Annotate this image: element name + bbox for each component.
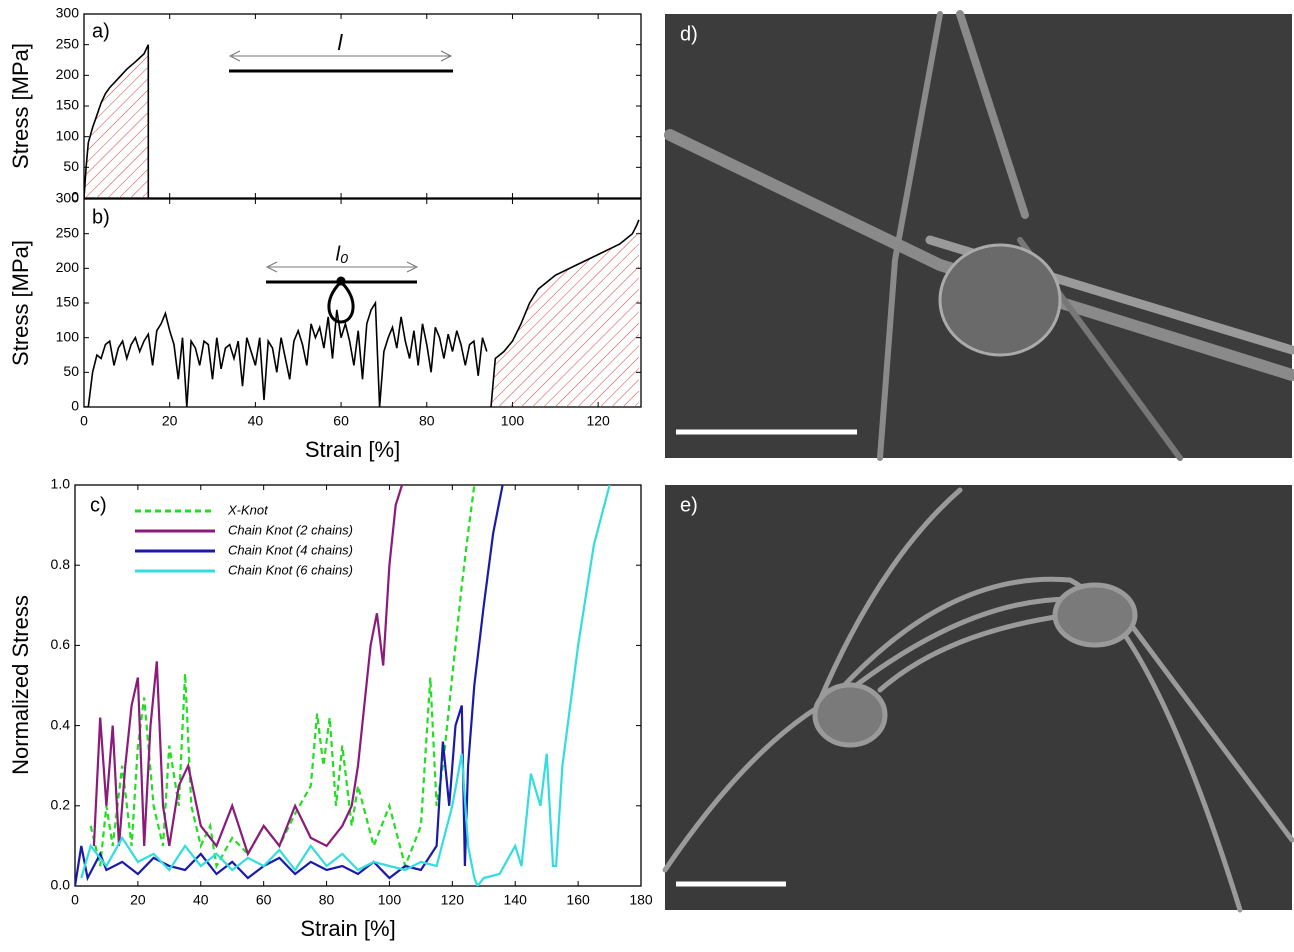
- x-tick-label: 100: [378, 892, 402, 908]
- x-axis-label: Strain [%]: [305, 437, 400, 462]
- y-tick-label: 200: [56, 66, 80, 82]
- y-tick-label: 1.0: [51, 476, 71, 492]
- y-tick-label: 100: [56, 328, 80, 344]
- y-tick-label: 0.0: [51, 877, 71, 893]
- y-axis-label: Normalized Stress: [8, 595, 33, 775]
- y-tick-label: 100: [56, 127, 80, 143]
- series-line: [89, 485, 476, 870]
- panel-label: d): [680, 23, 698, 45]
- panel-label: a): [92, 20, 110, 42]
- y-tick-label: 0.4: [51, 716, 71, 732]
- x-tick-label: 40: [193, 892, 209, 908]
- x-tick-label: 20: [162, 413, 178, 429]
- plot-frame: [74, 484, 642, 887]
- y-tick-label: 0.2: [51, 797, 71, 813]
- y-tick-label: 300: [56, 5, 80, 21]
- legend-label: X-Knot: [227, 502, 269, 517]
- legend-label: Chain Knot (2 chains): [228, 522, 353, 537]
- panel-label: b): [92, 206, 110, 228]
- hatched-area: [491, 219, 639, 407]
- series-line: [490, 219, 640, 407]
- y-tick-label: 300: [56, 190, 80, 206]
- x-tick-label: 20: [130, 892, 146, 908]
- sem-image-e: e): [662, 485, 1294, 913]
- x-axis-label: Strain [%]: [300, 916, 395, 941]
- x-tick-label: 80: [419, 413, 435, 429]
- x-tick-label: 80: [319, 892, 335, 908]
- x-tick-label: 0: [71, 892, 79, 908]
- plot-frame: [83, 13, 642, 199]
- panel-label: c): [90, 494, 107, 516]
- y-tick-label: 50: [63, 363, 79, 379]
- annotation: l: [338, 30, 344, 55]
- series-line: [84, 300, 488, 407]
- hatched-area: [84, 44, 149, 198]
- y-axis-label: Stress [MPa]: [8, 43, 33, 169]
- legend-label: Chain Knot (4 chains): [228, 542, 353, 557]
- series-line: [84, 44, 150, 198]
- annotation: l₀: [336, 243, 349, 265]
- y-tick-label: 0.6: [51, 636, 71, 652]
- panel-label: e): [680, 494, 698, 516]
- x-tick-label: 0: [80, 413, 88, 429]
- x-tick-label: 120: [586, 413, 610, 429]
- schematic-b: [265, 261, 419, 324]
- x-tick-label: 140: [504, 892, 528, 908]
- y-tick-label: 0: [71, 189, 79, 205]
- y-tick-label: 0: [71, 398, 79, 414]
- y-tick-label: 0.8: [51, 556, 71, 572]
- x-tick-label: 160: [566, 892, 590, 908]
- sem-image-d: d): [664, 10, 1294, 461]
- series-line: [75, 485, 504, 886]
- series-line: [92, 485, 404, 857]
- x-tick-label: 60: [256, 892, 272, 908]
- x-tick-label: 100: [501, 413, 525, 429]
- x-tick-label: 40: [248, 413, 264, 429]
- y-tick-label: 250: [56, 35, 80, 51]
- x-tick-label: 180: [629, 892, 653, 908]
- y-tick-label: 250: [56, 224, 80, 240]
- schematic-a: [228, 50, 453, 73]
- y-axis-label: Stress [MPa]: [8, 240, 33, 366]
- y-tick-label: 150: [56, 294, 80, 310]
- x-tick-label: 60: [333, 413, 349, 429]
- series-line: [80, 485, 611, 886]
- y-tick-label: 150: [56, 97, 80, 113]
- x-tick-label: 120: [441, 892, 465, 908]
- legend-label: Chain Knot (6 chains): [228, 562, 353, 577]
- y-tick-label: 200: [56, 259, 80, 275]
- y-tick-label: 50: [63, 158, 79, 174]
